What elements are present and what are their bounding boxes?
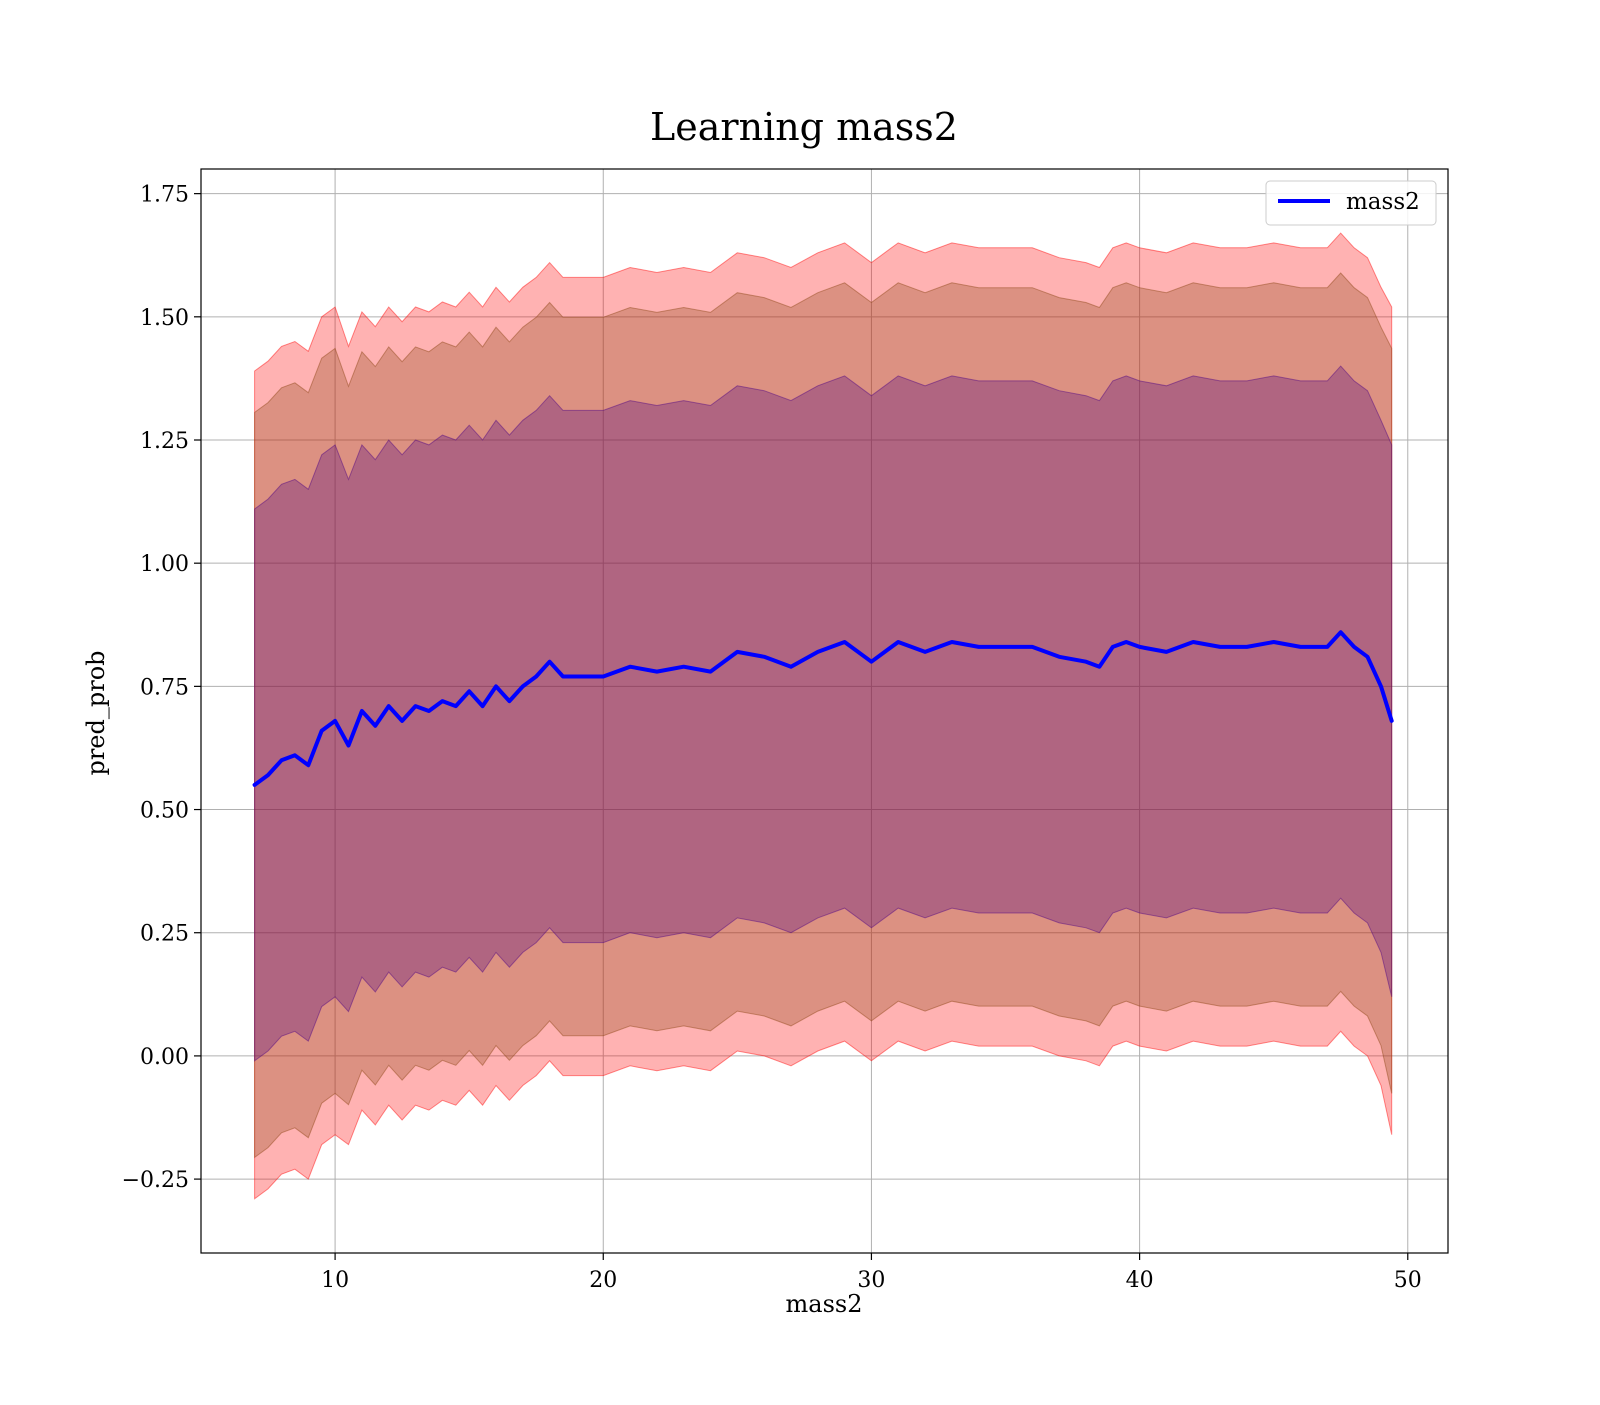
y-tick-label: 1.50 bbox=[140, 306, 189, 331]
x-tick-label: 20 bbox=[589, 1268, 617, 1293]
y-tick-label: 1.75 bbox=[140, 183, 189, 208]
legend: mass2 bbox=[1265, 180, 1437, 226]
grid bbox=[201, 169, 1448, 1253]
x-tick-label: 40 bbox=[1126, 1268, 1154, 1293]
x-tick-label: 10 bbox=[321, 1268, 349, 1293]
chart-title: Learning mass2 bbox=[650, 105, 958, 149]
y-tick-label: 0.50 bbox=[140, 799, 189, 824]
legend-label-mass2: mass2 bbox=[1346, 189, 1420, 215]
y-tick-label: 0.25 bbox=[140, 922, 189, 947]
y-tick-label: 0.00 bbox=[140, 1045, 189, 1070]
y-tick-label: 1.00 bbox=[140, 552, 189, 577]
series-lines bbox=[252, 630, 1394, 787]
legend-box bbox=[1265, 180, 1437, 226]
x-tick-label: 30 bbox=[857, 1268, 885, 1293]
y-axis-label: pred_prob bbox=[82, 650, 110, 775]
y-tick-label: 1.25 bbox=[140, 429, 189, 454]
confidence-band-2.7sigma bbox=[254, 272, 1393, 1159]
confidence-band-3sigma bbox=[254, 232, 1393, 1200]
series-line-mass2 bbox=[252, 630, 1394, 787]
ticks: 10 20 30 40 50 −0.25 0.00 0.25 0.50 0.75 1.00 1.25 1… bbox=[122, 183, 1422, 1293]
x-tick-label: 50 bbox=[1394, 1268, 1422, 1293]
x-axis-label: mass2 bbox=[786, 1290, 863, 1318]
confidence-band-2sigma bbox=[254, 365, 1393, 1062]
y-tick-label: 0.75 bbox=[140, 675, 189, 700]
uncertainty-bands bbox=[254, 232, 1393, 1200]
plot-frame bbox=[200, 168, 1449, 1254]
y-tick-label: −0.25 bbox=[122, 1168, 189, 1193]
